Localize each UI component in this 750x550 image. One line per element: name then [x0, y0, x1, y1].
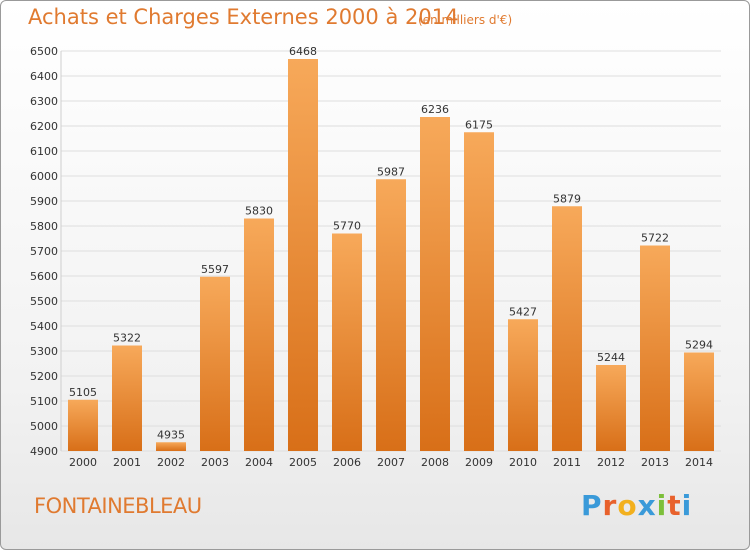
logo-letter: i [656, 489, 668, 522]
data-label: 5770 [333, 220, 361, 233]
x-tick-label: 2012 [597, 456, 625, 469]
logo-letter: i [681, 489, 693, 522]
y-tick-label: 5200 [30, 370, 58, 383]
y-tick-label: 5600 [30, 270, 58, 283]
data-label: 6468 [289, 45, 317, 58]
label-layer: 4900 5000 5100 5200 5300 5400 5500 5600 5700 5800… [30, 45, 713, 469]
logo-letter: t [667, 489, 682, 522]
x-tick-label: 2013 [641, 456, 669, 469]
bar-2012 [596, 365, 626, 451]
logo-letter: o [617, 489, 638, 522]
y-tick-label: 4900 [30, 445, 58, 458]
bar-2006 [332, 233, 362, 451]
logo-letter: P [581, 489, 603, 522]
y-tick-label: 6300 [30, 95, 58, 108]
bar-2011 [552, 206, 582, 451]
y-tick-label: 5900 [30, 195, 58, 208]
x-tick-label: 2001 [113, 456, 141, 469]
x-tick-label: 2008 [421, 456, 449, 469]
chart-title: Achats et Charges Externes 2000 à 2014 [28, 5, 459, 29]
y-tick-label: 6100 [30, 145, 58, 158]
x-tick-label: 2010 [509, 456, 537, 469]
bar-layer [68, 59, 714, 451]
x-tick-label: 2004 [245, 456, 273, 469]
data-label: 5597 [201, 263, 229, 276]
data-label: 6175 [465, 118, 493, 131]
y-tick-label: 5400 [30, 320, 58, 333]
data-label: 5427 [509, 305, 537, 318]
data-label: 5294 [685, 339, 713, 352]
logo-letter: r [602, 489, 618, 522]
proxiti-logo: Proxiti [581, 489, 692, 522]
chart-subtitle: (en milliers d'€) [418, 13, 513, 27]
data-label: 5722 [641, 232, 669, 245]
x-tick-label: 2000 [69, 456, 97, 469]
data-label: 5830 [245, 205, 273, 218]
x-tick-label: 2009 [465, 456, 493, 469]
y-tick-label: 6500 [30, 45, 58, 58]
bar-2002 [156, 442, 186, 451]
x-tick-label: 2014 [685, 456, 713, 469]
bar-2009 [464, 132, 494, 451]
y-tick-label: 6000 [30, 170, 58, 183]
data-label: 5879 [553, 192, 581, 205]
bar-2010 [508, 319, 538, 451]
x-tick-label: 2007 [377, 456, 405, 469]
data-label: 5987 [377, 165, 405, 178]
y-tick-label: 5700 [30, 245, 58, 258]
x-tick-label: 2003 [201, 456, 229, 469]
data-label: 4935 [157, 428, 185, 441]
bar-2008 [420, 117, 450, 451]
bar-2000 [68, 399, 98, 451]
y-tick-label: 6200 [30, 120, 58, 133]
logo-letter: x [637, 489, 657, 522]
data-label: 6236 [421, 103, 449, 116]
y-tick-label: 5000 [30, 420, 58, 433]
y-tick-label: 5300 [30, 345, 58, 358]
bar-2005 [288, 59, 318, 451]
data-label: 5105 [69, 386, 97, 399]
y-tick-label: 6400 [30, 70, 58, 83]
y-tick-label: 5800 [30, 220, 58, 233]
y-tick-label: 5500 [30, 295, 58, 308]
y-tick-label: 5100 [30, 395, 58, 408]
x-tick-label: 2011 [553, 456, 581, 469]
bar-2004 [244, 218, 274, 451]
bar-2014 [684, 352, 714, 451]
x-tick-label: 2005 [289, 456, 317, 469]
bar-2003 [200, 276, 230, 451]
data-label: 5244 [597, 351, 625, 364]
x-tick-label: 2002 [157, 456, 185, 469]
place-name: FONTAINEBLEAU [34, 494, 202, 518]
bar-2007 [376, 179, 406, 451]
bar-2001 [112, 345, 142, 451]
bar-2013 [640, 245, 670, 451]
x-tick-label: 2006 [333, 456, 361, 469]
data-label: 5322 [113, 332, 141, 345]
